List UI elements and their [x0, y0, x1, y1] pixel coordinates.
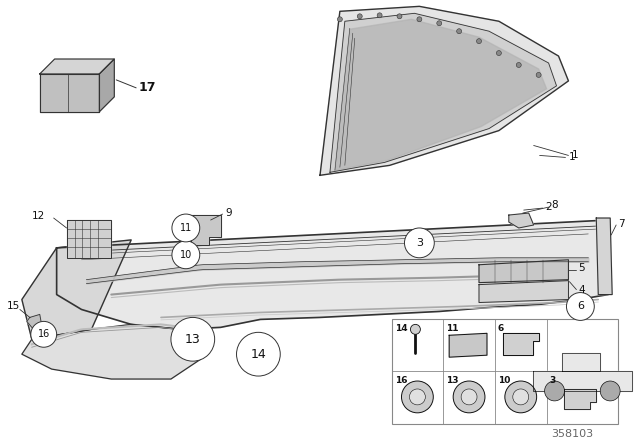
Circle shape [436, 21, 442, 26]
Text: 4: 4 [579, 284, 585, 295]
Text: 13: 13 [185, 333, 201, 346]
Circle shape [453, 381, 485, 413]
Text: 12: 12 [32, 211, 45, 221]
Text: 3: 3 [550, 376, 556, 385]
Polygon shape [99, 59, 115, 112]
Circle shape [457, 29, 461, 34]
Circle shape [172, 214, 200, 242]
Circle shape [377, 13, 382, 18]
Polygon shape [22, 324, 201, 379]
Text: 16: 16 [394, 376, 407, 385]
Polygon shape [596, 218, 612, 294]
Text: 10: 10 [498, 376, 510, 385]
Text: 6: 6 [498, 324, 504, 333]
Text: 11: 11 [180, 223, 192, 233]
Circle shape [497, 51, 501, 56]
Circle shape [31, 321, 57, 347]
Text: 13: 13 [446, 376, 459, 385]
Polygon shape [564, 389, 596, 409]
Circle shape [172, 241, 200, 269]
Polygon shape [335, 19, 547, 170]
Circle shape [337, 17, 342, 22]
Polygon shape [40, 59, 115, 74]
Circle shape [513, 389, 529, 405]
Circle shape [397, 14, 402, 19]
Circle shape [237, 332, 280, 376]
Polygon shape [509, 213, 534, 228]
Polygon shape [479, 280, 568, 302]
Circle shape [505, 381, 537, 413]
Circle shape [566, 293, 595, 320]
Text: 1: 1 [568, 152, 575, 163]
Text: 14: 14 [394, 324, 407, 333]
Circle shape [410, 389, 426, 405]
Polygon shape [320, 6, 568, 175]
Polygon shape [330, 13, 557, 172]
Polygon shape [563, 353, 600, 371]
Text: 2: 2 [545, 202, 552, 212]
Text: 9: 9 [225, 208, 232, 218]
Bar [392, 319, 618, 424]
Text: 15: 15 [7, 302, 20, 311]
Text: 7: 7 [618, 219, 625, 229]
Polygon shape [67, 220, 111, 258]
Circle shape [417, 17, 422, 22]
Polygon shape [532, 371, 632, 391]
Circle shape [600, 381, 620, 401]
Polygon shape [191, 215, 221, 245]
Polygon shape [22, 240, 131, 339]
Text: 14: 14 [250, 348, 266, 361]
Circle shape [536, 73, 541, 78]
Polygon shape [479, 260, 568, 283]
Text: 10: 10 [180, 250, 192, 260]
Polygon shape [57, 220, 608, 329]
Circle shape [516, 63, 521, 68]
Polygon shape [40, 74, 99, 112]
Text: 11: 11 [446, 324, 459, 333]
Polygon shape [503, 333, 539, 355]
Circle shape [410, 324, 420, 334]
Text: 17: 17 [138, 82, 156, 95]
Text: 16: 16 [38, 329, 50, 339]
Text: 8: 8 [552, 200, 558, 210]
Circle shape [357, 14, 362, 19]
Text: 5: 5 [579, 263, 585, 273]
Circle shape [404, 228, 435, 258]
Circle shape [477, 39, 481, 43]
Polygon shape [449, 333, 487, 357]
Text: 358103: 358103 [551, 429, 593, 439]
Text: 1: 1 [572, 151, 578, 160]
Polygon shape [27, 314, 42, 329]
Circle shape [545, 381, 564, 401]
Text: 3: 3 [416, 238, 423, 248]
Circle shape [401, 381, 433, 413]
Text: 6: 6 [577, 302, 584, 311]
Circle shape [461, 389, 477, 405]
Circle shape [171, 318, 214, 361]
